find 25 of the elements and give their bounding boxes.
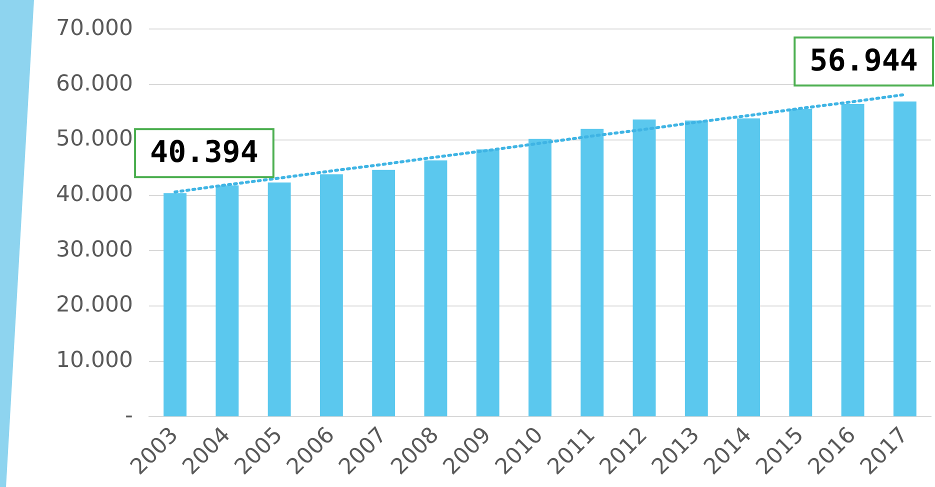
annotation: 40.394 <box>150 134 258 170</box>
bar <box>632 119 656 416</box>
bar <box>164 193 187 416</box>
bar <box>789 108 812 416</box>
annotation: 56.944 <box>810 43 918 78</box>
bar <box>737 118 760 416</box>
bar <box>528 138 552 416</box>
y-tick-label: 10.000 <box>56 348 133 374</box>
bar <box>320 174 343 416</box>
bar <box>372 170 396 416</box>
y-tick-label: 20.000 <box>56 292 133 318</box>
y-tick-label: 50.000 <box>56 126 133 152</box>
bar <box>424 160 448 416</box>
y-tick-label: 30.000 <box>56 237 133 262</box>
y-tick-label: 70.000 <box>56 16 133 41</box>
y-tick-label: 60.000 <box>56 71 133 96</box>
bar <box>476 149 500 416</box>
y-tick-label: 40.000 <box>56 182 133 208</box>
bar <box>268 182 291 416</box>
y-tick-label: - <box>125 403 133 428</box>
bar <box>580 128 604 416</box>
bar <box>841 104 864 416</box>
bar <box>216 185 239 416</box>
bar <box>893 101 916 416</box>
bar <box>684 120 708 416</box>
